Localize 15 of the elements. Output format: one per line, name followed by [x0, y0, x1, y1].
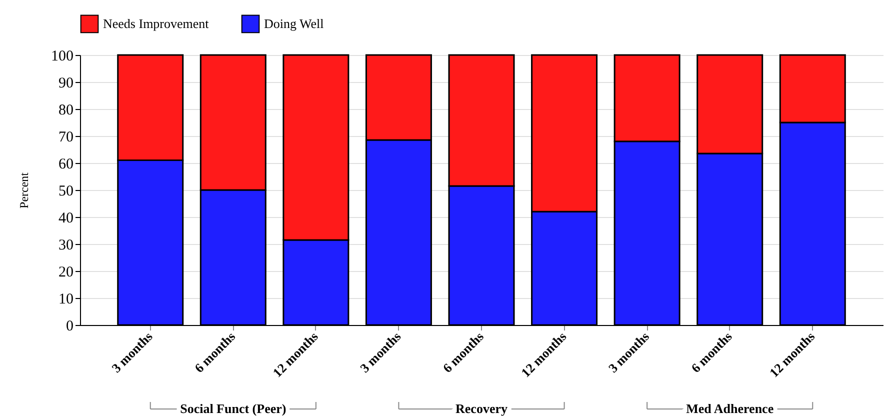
y-tick-label: 20	[58, 264, 74, 280]
y-tick-label: 30	[58, 238, 74, 254]
y-tick-label: 70	[58, 130, 74, 146]
legend-label: Needs Improvement	[103, 16, 210, 31]
y-tick-label: 80	[58, 102, 74, 118]
y-tick-label: 40	[58, 210, 74, 226]
y-tick-label: 10	[58, 292, 74, 308]
text: Recovery	[456, 401, 508, 416]
y-axis-title: Percent	[17, 172, 31, 208]
y-tick-label: 60	[58, 156, 74, 172]
y-tick-label: 50	[58, 184, 74, 200]
y-tick-label: 90	[58, 76, 74, 92]
legend-label: Doing Well	[264, 16, 324, 31]
y-tick-label: 100	[51, 48, 74, 64]
y-tick-label: 0	[66, 318, 74, 334]
